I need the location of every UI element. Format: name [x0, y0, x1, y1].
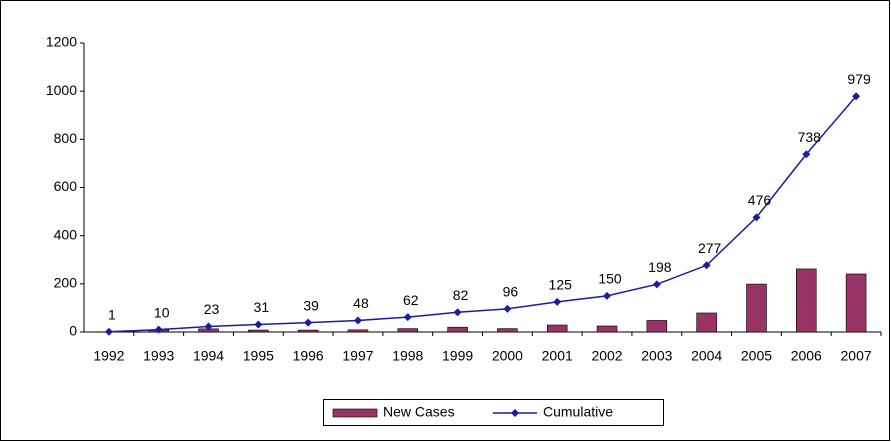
x-tick-label: 1993 [143, 348, 174, 364]
bar [497, 328, 518, 333]
bar [447, 326, 468, 333]
y-tick-label: 1200 [46, 34, 77, 50]
y-tick-label: 0 [69, 323, 77, 339]
bar [297, 329, 319, 333]
marker [852, 92, 861, 101]
marker [254, 320, 263, 329]
line [108, 95, 857, 333]
data-label: 125 [549, 277, 573, 293]
x-tick-label: 2006 [791, 348, 822, 364]
legend-label: Cumulative [543, 404, 613, 420]
x-tick-label: 2005 [741, 348, 772, 364]
marker [503, 304, 512, 313]
marker [702, 261, 711, 270]
bar [646, 320, 668, 333]
data-label: 31 [254, 299, 270, 315]
bar [796, 268, 817, 333]
data-label: 82 [453, 287, 469, 303]
bar [596, 325, 618, 333]
data-label: 150 [598, 271, 622, 287]
data-label: 10 [154, 304, 170, 320]
x-tick-label: 1994 [193, 348, 224, 364]
x-tick-label: 2003 [641, 348, 672, 364]
x-tick-label: 1999 [442, 348, 473, 364]
marker [603, 291, 612, 300]
x-tick-label: 2004 [691, 348, 722, 364]
x-tick-label: 2002 [591, 348, 622, 364]
bar [746, 283, 767, 333]
marker [154, 325, 163, 334]
data-label: 48 [353, 295, 369, 311]
bar [696, 312, 717, 333]
x-tick-label: 1992 [93, 348, 124, 364]
y-tick-label: 400 [54, 226, 78, 242]
bar [546, 324, 568, 333]
y-tick-label: 1000 [46, 82, 77, 98]
x-tick-label: 2000 [492, 348, 523, 364]
data-label: 979 [847, 71, 871, 87]
marker [652, 280, 661, 289]
data-label: 96 [503, 284, 519, 300]
bar [845, 273, 867, 333]
data-label: 39 [303, 297, 319, 313]
bar [397, 328, 419, 333]
data-label: 277 [698, 240, 722, 256]
marker [553, 297, 562, 306]
y-tick-label: 800 [54, 130, 78, 146]
marker [453, 308, 462, 317]
x-tick-label: 1995 [243, 348, 274, 364]
data-label: 738 [798, 129, 822, 145]
data-label: 23 [204, 301, 220, 317]
x-tick-label: 2007 [841, 348, 872, 364]
bar [347, 329, 369, 333]
bar [248, 329, 269, 333]
data-label: 476 [748, 192, 772, 208]
legend-label: New Cases [383, 404, 455, 420]
marker [403, 313, 412, 322]
x-tick-label: 1998 [392, 348, 423, 364]
marker [752, 213, 761, 222]
marker [802, 150, 811, 159]
y-tick-label: 600 [54, 178, 78, 194]
data-label: 62 [403, 292, 419, 308]
marker [204, 322, 213, 331]
marker [104, 327, 113, 336]
x-tick-label: 1996 [293, 348, 324, 364]
marker [304, 318, 313, 327]
y-tick-label: 200 [54, 275, 78, 291]
legend-marker [511, 409, 519, 417]
legend-swatch [332, 408, 378, 418]
x-tick-label: 1997 [342, 348, 373, 364]
x-tick-label: 2001 [542, 348, 573, 364]
marker [353, 316, 362, 325]
data-label: 198 [648, 259, 672, 275]
data-label: 1 [108, 306, 116, 322]
